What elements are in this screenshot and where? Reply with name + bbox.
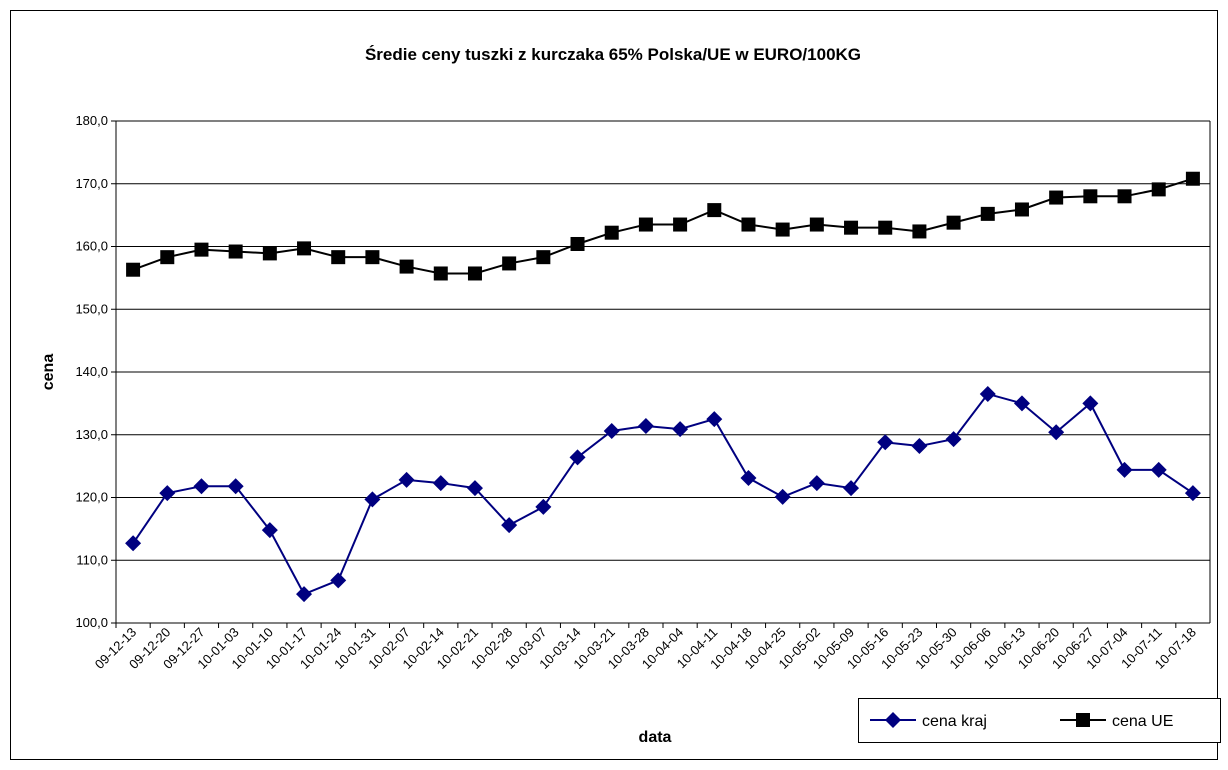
legend-label: cena UE bbox=[1112, 713, 1173, 730]
y-tick-label: 170,0 bbox=[75, 176, 108, 191]
y-tick-label: 120,0 bbox=[75, 490, 108, 505]
marker bbox=[262, 246, 277, 261]
marker bbox=[1184, 485, 1201, 502]
marker bbox=[809, 217, 824, 232]
marker bbox=[945, 431, 962, 448]
marker bbox=[467, 266, 482, 281]
marker bbox=[1082, 395, 1099, 412]
marker bbox=[1185, 171, 1200, 186]
marker bbox=[193, 478, 210, 495]
y-tick-label: 140,0 bbox=[75, 364, 108, 379]
marker bbox=[1048, 424, 1065, 441]
marker bbox=[740, 470, 757, 487]
marker bbox=[638, 217, 653, 232]
marker bbox=[261, 522, 278, 539]
marker bbox=[194, 242, 209, 257]
marker bbox=[432, 475, 449, 492]
y-tick-label: 150,0 bbox=[75, 301, 108, 316]
marker bbox=[844, 220, 859, 235]
marker bbox=[877, 434, 894, 451]
marker bbox=[1013, 395, 1030, 412]
marker bbox=[535, 498, 552, 515]
marker bbox=[570, 236, 585, 251]
marker bbox=[126, 262, 141, 277]
marker bbox=[569, 449, 586, 466]
marker bbox=[1083, 189, 1098, 204]
y-tick-label: 110,0 bbox=[76, 552, 108, 567]
marker bbox=[364, 491, 381, 508]
marker bbox=[159, 485, 176, 502]
marker bbox=[501, 517, 518, 534]
marker bbox=[365, 250, 380, 265]
marker bbox=[808, 475, 825, 492]
marker bbox=[774, 488, 791, 505]
marker bbox=[775, 222, 790, 237]
marker bbox=[1150, 461, 1167, 478]
marker bbox=[604, 225, 619, 240]
y-axis-title: cena bbox=[40, 354, 57, 391]
marker bbox=[980, 206, 995, 221]
chart-frame bbox=[10, 10, 1218, 760]
y-tick-label: 100,0 bbox=[75, 615, 108, 630]
marker bbox=[502, 256, 517, 271]
marker bbox=[603, 422, 620, 439]
marker bbox=[227, 478, 244, 495]
y-tick-label: 160,0 bbox=[75, 239, 108, 254]
marker bbox=[672, 421, 689, 438]
marker bbox=[1014, 202, 1029, 217]
marker bbox=[878, 220, 893, 235]
marker bbox=[297, 241, 312, 256]
marker bbox=[843, 480, 860, 497]
chart-title: Średie ceny tuszki z kurczaka 65% Polska… bbox=[365, 45, 861, 64]
y-tick-label: 130,0 bbox=[75, 427, 108, 442]
marker bbox=[673, 217, 688, 232]
marker bbox=[331, 250, 346, 265]
marker bbox=[125, 535, 142, 552]
marker bbox=[637, 417, 654, 434]
marker bbox=[1116, 461, 1133, 478]
marker bbox=[433, 266, 448, 281]
marker bbox=[398, 471, 415, 488]
x-axis-title: data bbox=[639, 729, 672, 746]
marker bbox=[1151, 182, 1166, 197]
marker bbox=[885, 712, 901, 728]
legend-label: cena kraj bbox=[922, 713, 987, 730]
y-tick-label: 180,0 bbox=[75, 113, 108, 128]
marker bbox=[1049, 190, 1064, 205]
marker bbox=[1117, 189, 1132, 204]
marker bbox=[911, 438, 928, 455]
marker bbox=[912, 224, 927, 239]
marker bbox=[536, 250, 551, 265]
marker bbox=[466, 480, 483, 497]
legend-box bbox=[858, 698, 1221, 743]
marker bbox=[228, 244, 243, 259]
marker bbox=[330, 572, 347, 589]
marker bbox=[160, 250, 175, 265]
marker bbox=[1076, 713, 1090, 727]
marker bbox=[296, 586, 313, 603]
marker bbox=[399, 259, 414, 274]
marker bbox=[707, 203, 722, 218]
marker bbox=[706, 411, 723, 428]
marker bbox=[979, 385, 996, 402]
marker bbox=[946, 215, 961, 230]
marker bbox=[741, 217, 756, 232]
